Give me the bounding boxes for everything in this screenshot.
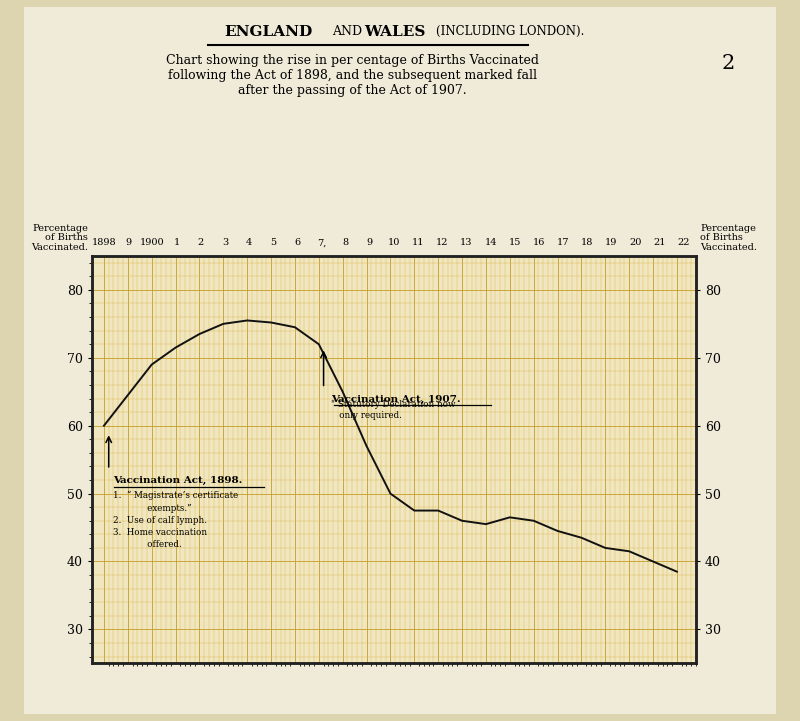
Text: 5: 5 — [270, 239, 276, 247]
Text: 12: 12 — [436, 239, 449, 247]
Text: WALES: WALES — [364, 25, 426, 39]
Text: 6: 6 — [294, 239, 301, 247]
Text: Vaccinated.: Vaccinated. — [700, 243, 757, 252]
Text: 8: 8 — [342, 239, 349, 247]
Text: 7,: 7, — [317, 239, 326, 247]
Text: 13: 13 — [460, 239, 473, 247]
Text: Percentage: Percentage — [700, 224, 756, 232]
Text: 1: 1 — [174, 239, 180, 247]
Text: ENGLAND: ENGLAND — [224, 25, 312, 39]
Text: of Births: of Births — [700, 233, 743, 242]
Text: offered.: offered. — [128, 540, 182, 549]
Text: 16: 16 — [533, 239, 545, 247]
Text: Vaccinated.: Vaccinated. — [31, 243, 88, 252]
Text: Percentage: Percentage — [32, 224, 88, 232]
Text: Chart showing the rise in per centage of Births Vaccinated
following the Act of : Chart showing the rise in per centage of… — [166, 54, 538, 97]
Text: 19: 19 — [606, 239, 618, 247]
Text: Vaccination Act, 1907.: Vaccination Act, 1907. — [330, 395, 460, 404]
Text: 2.  Use of calf lymph.: 2. Use of calf lymph. — [114, 516, 207, 525]
Text: 18: 18 — [581, 239, 594, 247]
Text: 9: 9 — [366, 239, 373, 247]
Text: 11: 11 — [412, 239, 425, 247]
Text: 20: 20 — [630, 239, 642, 247]
Text: 1898: 1898 — [92, 239, 116, 247]
Text: of Births: of Births — [45, 233, 88, 242]
Text: 15: 15 — [509, 239, 521, 247]
Text: 1900: 1900 — [140, 239, 165, 247]
Text: exempts.”: exempts.” — [128, 503, 191, 513]
Text: Vaccination Act, 1898.: Vaccination Act, 1898. — [114, 477, 243, 485]
Text: AND: AND — [332, 25, 362, 38]
Text: 2: 2 — [722, 54, 734, 73]
Text: 17: 17 — [557, 239, 570, 247]
Text: 2: 2 — [198, 239, 204, 247]
Text: 3.  Home vaccination: 3. Home vaccination — [114, 528, 208, 537]
Text: 10: 10 — [388, 239, 400, 247]
Text: 1.  “ Magistrate’s certificate: 1. “ Magistrate’s certificate — [114, 491, 238, 500]
Text: 22: 22 — [678, 239, 690, 247]
Text: " Statutory Declaration now
   only required.: " Statutory Declaration now only require… — [330, 400, 455, 420]
Text: 3: 3 — [222, 239, 228, 247]
Text: 14: 14 — [484, 239, 497, 247]
Text: 21: 21 — [654, 239, 666, 247]
Text: (INCLUDING LONDON).: (INCLUDING LONDON). — [436, 25, 584, 38]
Text: 4: 4 — [246, 239, 252, 247]
Text: 9: 9 — [125, 239, 131, 247]
